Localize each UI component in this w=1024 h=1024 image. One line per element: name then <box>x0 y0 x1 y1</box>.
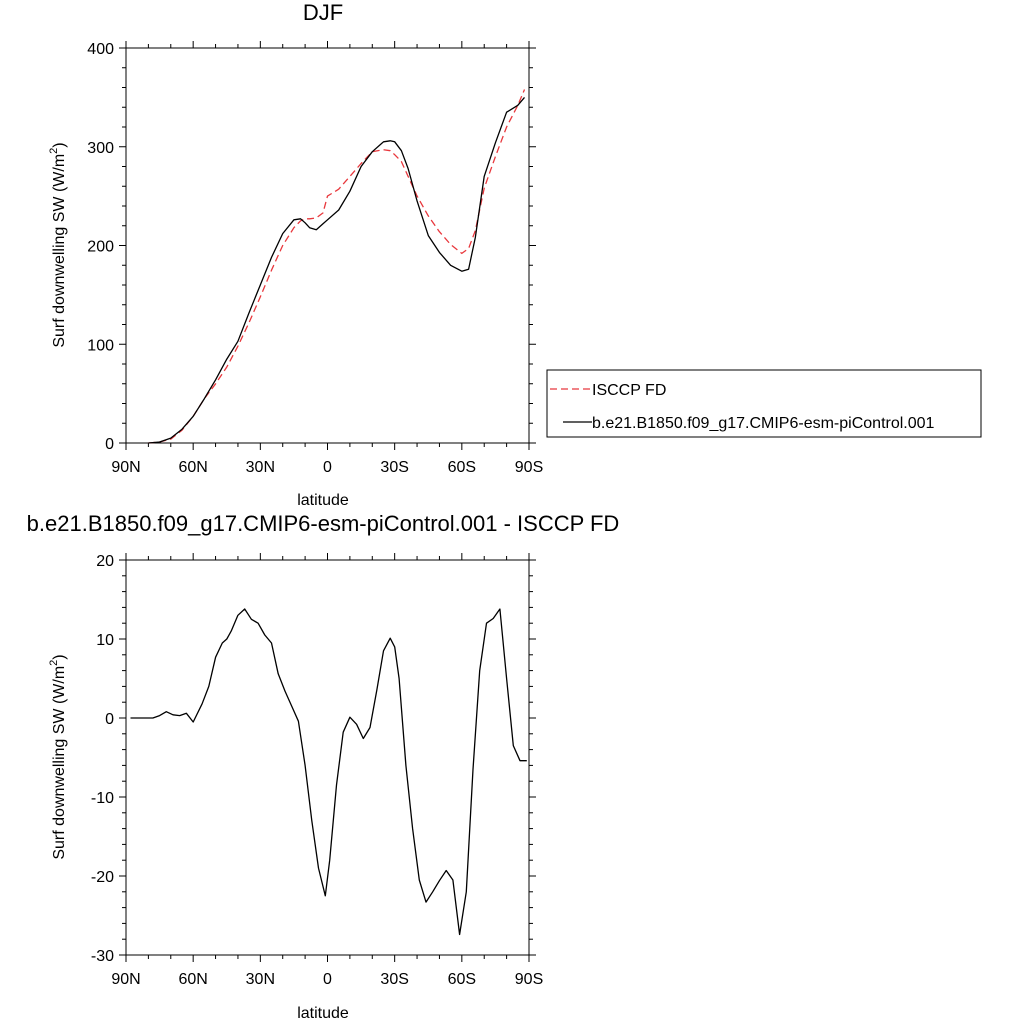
y-tick-label: 200 <box>87 239 114 256</box>
top-x-tick-labels: 90N 60N 30N 0 30S 60S 90S <box>111 459 543 476</box>
y-tick-label: 300 <box>87 140 114 157</box>
bottom-plot-frame <box>125 559 530 956</box>
y-tick-label: 20 <box>96 553 114 570</box>
x-tick-label: 0 <box>323 459 332 476</box>
x-tick-label: 30N <box>246 459 275 476</box>
bottom-y-axis-label: Surf downwelling SW (W/m2) <box>48 654 68 859</box>
bottom-tick-marks <box>119 553 536 962</box>
x-tick-label: 30N <box>246 971 275 988</box>
top-y-tick-labels: 0 100 200 300 400 <box>87 41 114 453</box>
top-plot-frame <box>125 47 530 444</box>
legend-box <box>546 369 982 438</box>
top-x-axis-label: latitude <box>297 492 349 509</box>
x-tick-label: 90S <box>515 971 543 988</box>
top-series-line-isccp <box>148 89 526 444</box>
x-tick-label: 60S <box>448 971 476 988</box>
top-series-lines <box>148 89 526 444</box>
y-tick-label: 0 <box>105 711 114 728</box>
y-tick-label: -20 <box>91 869 114 886</box>
bottom-chart-title: b.e21.B1850.f09_g17.CMIP6-esm-piControl.… <box>27 511 620 536</box>
top-tick-marks <box>119 41 536 450</box>
x-tick-label: 90N <box>111 459 140 476</box>
bottom-series-line-model <box>130 608 527 936</box>
y-tick-label: 0 <box>105 436 114 453</box>
x-tick-label: 90S <box>515 459 543 476</box>
bottom-x-axis-label: latitude <box>297 1005 349 1022</box>
legend-label-model: b.e21.B1850.f09_g17.CMIP6-esm-piControl.… <box>592 415 935 432</box>
y-tick-label: 400 <box>87 41 114 58</box>
x-tick-label: 0 <box>323 971 332 988</box>
y-tick-label: -10 <box>91 790 114 807</box>
x-tick-label: 30S <box>380 971 408 988</box>
legend-label-isccp: ISCCP FD <box>592 382 666 399</box>
legend: ISCCP FD b.e21.B1850.f09_g17.CMIP6-esm-p… <box>546 369 982 438</box>
top-y-axis-label: Surf downwelling SW (W/m2) <box>48 142 68 347</box>
x-tick-label: 60N <box>178 459 207 476</box>
y-tick-label: 100 <box>87 337 114 354</box>
bottom-y-tick-labels: -30 -20 -10 0 10 20 <box>91 553 114 965</box>
bottom-x-tick-labels: 90N 60N 30N 0 30S 60S 90S <box>111 971 543 988</box>
y-tick-label: 10 <box>96 632 114 649</box>
top-series-line-model <box>148 96 525 444</box>
x-tick-label: 60N <box>178 971 207 988</box>
top-panel: DJF 0 100 200 300 400 90N 60N 30N 0 30S 60S 90S la… <box>48 0 543 509</box>
bottom-panel: b.e21.B1850.f09_g17.CMIP6-esm-piControl.… <box>27 511 620 1022</box>
top-chart-title: DJF <box>303 0 343 25</box>
x-tick-label: 60S <box>448 459 476 476</box>
x-tick-label: 90N <box>111 971 140 988</box>
bottom-series-lines <box>130 608 527 936</box>
y-tick-label: -30 <box>91 948 114 965</box>
x-tick-label: 30S <box>380 459 408 476</box>
